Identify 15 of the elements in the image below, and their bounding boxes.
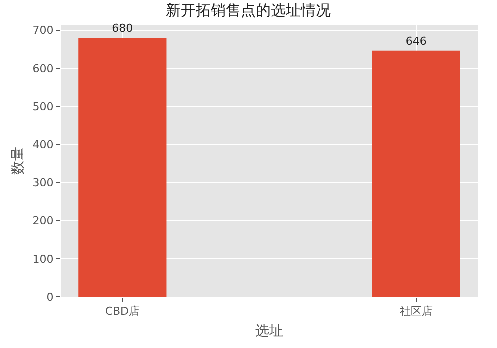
data-label: 680	[112, 22, 134, 35]
y-axis-title: 数量	[10, 147, 26, 175]
y-tick-label: 500	[32, 100, 54, 114]
y-tick-label: 700	[32, 24, 54, 38]
y-tick-label: 100	[32, 252, 54, 266]
y-tick-label: 0	[46, 290, 54, 304]
x-tick-label: 社区店	[400, 305, 433, 318]
x-tick-label: CBD店	[105, 305, 140, 318]
y-tick-label: 200	[32, 214, 54, 228]
x-axis-title: 选址	[256, 324, 284, 340]
y-tick-label: 400	[32, 138, 54, 152]
y-tick-label: 600	[32, 62, 54, 76]
chart-title: 新开拓销售点的选址情况	[166, 2, 331, 20]
y-tick-label: 300	[32, 176, 54, 190]
data-label: 646	[406, 34, 427, 48]
